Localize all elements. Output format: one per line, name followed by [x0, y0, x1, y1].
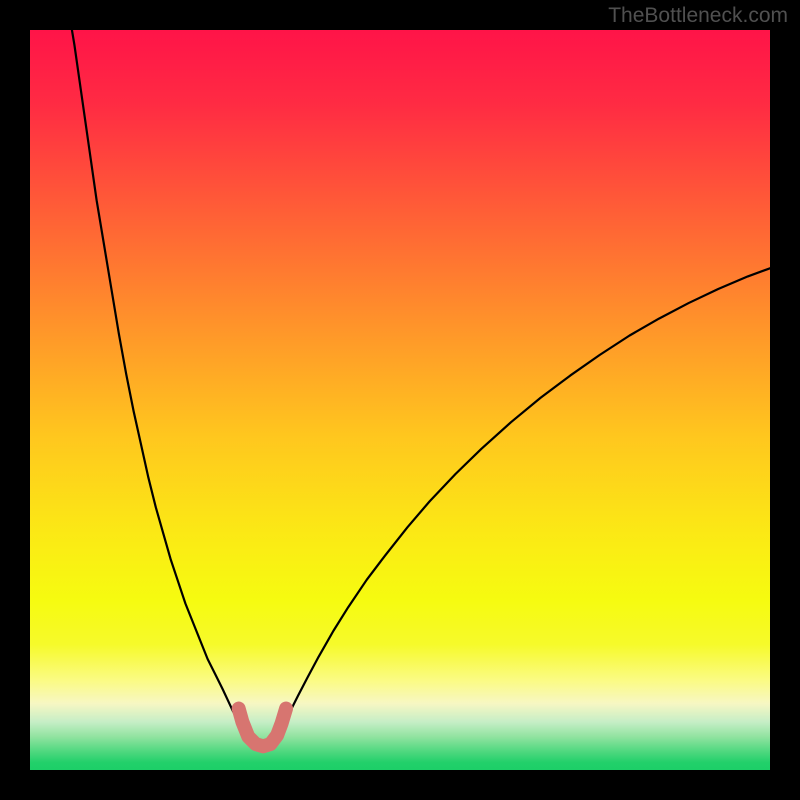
watermark-text: TheBottleneck.com [608, 4, 788, 28]
chart-container: TheBottleneck.com [0, 0, 800, 800]
bottleneck-curve-chart [0, 0, 800, 800]
plot-background [30, 30, 770, 770]
